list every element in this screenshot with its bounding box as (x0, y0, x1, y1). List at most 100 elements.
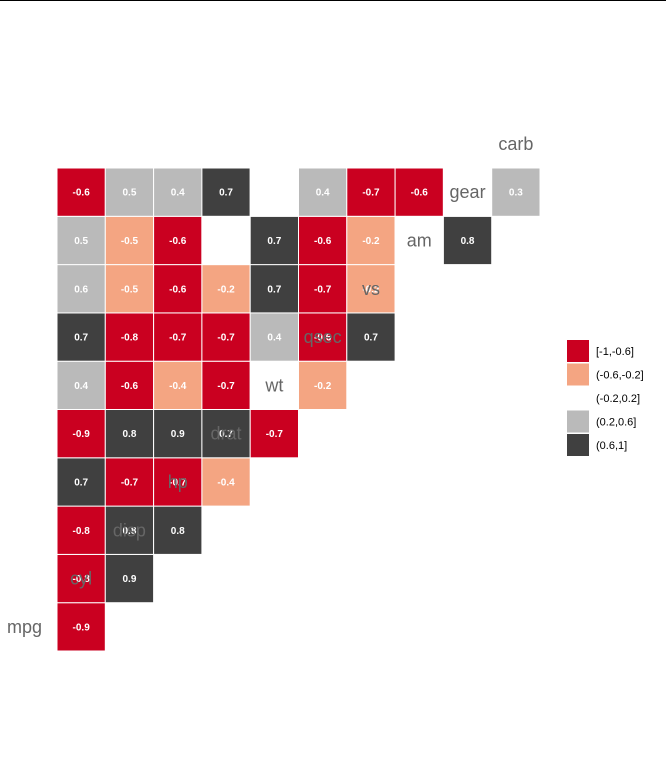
heatmap-cell-wt-cyl (104, 409, 155, 459)
cell-value-label: -0.9 (73, 622, 91, 633)
heatmap-cell-vs-wt (298, 312, 348, 362)
heatmap-cell-carb-cyl (104, 167, 155, 217)
heatmap-cell-am-vs (394, 264, 444, 314)
cell-value-label: 0.7 (219, 188, 233, 199)
cell-value-label: -0.4 (217, 477, 235, 488)
cell-value-label: -0.8 (73, 574, 91, 585)
heatmap-cell-cyl-mpg (56, 602, 106, 652)
legend-label: [-1,-0.6] (596, 346, 634, 358)
cell-value-label: -0.7 (169, 477, 187, 488)
cell-value-label: -0.2 (362, 236, 380, 247)
heatmap-cell-wt-disp (153, 409, 203, 459)
variable-label-disp: disp (113, 520, 146, 540)
heatmap-cell-disp-cyl (104, 553, 155, 604)
cell-value-label: 0.7 (74, 477, 88, 488)
cell-value-label: 0.4 (316, 188, 330, 199)
cell-value-label: -0.6 (411, 188, 429, 199)
variable-label-cyl: cyl (70, 569, 92, 589)
heatmap-cell-qsec-disp (153, 360, 203, 411)
cell-value-label: -0.6 (314, 333, 332, 344)
heatmap-cell-wt-mpg (56, 409, 106, 459)
variable-label-vs: vs (362, 279, 380, 299)
cell-value-label: -0.7 (217, 381, 235, 392)
cell-value-label: 0.4 (267, 333, 281, 344)
legend: [-1,-0.6] (-0.6,-0.2] (-0.2,0.2] (0.2,0.6] (… (567, 340, 644, 456)
heatmap-cell-am-hp (201, 264, 251, 314)
cell-value-label: -0.4 (169, 381, 187, 392)
heatmap-cell-carb-gear (491, 167, 541, 217)
heatmap-cell-carb-wt (298, 167, 348, 217)
heatmap-cell-wt-drat (249, 409, 299, 459)
heatmap-cell-vs-qsec (346, 312, 396, 362)
heatmap-cell-gear-am (442, 215, 493, 266)
legend-swatch (567, 363, 589, 386)
cell-value-label: -0.6 (121, 381, 139, 392)
heatmap-cells: -0.9 -0.8 0.9 -0.8 0.8 0.8 0.7 -0.7 -0.7 -0.4 -0.9… (56, 167, 541, 652)
top-border-line (0, 0, 666, 1)
heatmap-cell-am-drat (249, 264, 299, 314)
heatmap-cell-gear-cyl (104, 215, 155, 266)
heatmap-cell-carb-drat (249, 167, 299, 217)
variable-label-am: am (407, 230, 432, 250)
variable-label-hp: hp (168, 472, 188, 492)
heatmap-cell-gear-disp (153, 215, 203, 266)
heatmap-cell-am-disp (153, 264, 203, 314)
cell-value-label: 0.7 (364, 333, 378, 344)
heatmap-cell-disp-mpg (56, 553, 106, 604)
cell-value-label: -0.5 (121, 284, 139, 295)
legend-swatch (567, 340, 589, 362)
cell-value-label: 0.5 (122, 188, 136, 199)
cell-value-label: -0.8 (73, 526, 91, 537)
cell-value-label: -0.2 (362, 284, 380, 295)
cell-value-label: -0.5 (121, 236, 139, 247)
legend-swatch (567, 410, 589, 433)
heatmap-cell-drat-disp (153, 457, 203, 507)
cell-value-label: 0.8 (461, 236, 475, 247)
cell-value-label: -0.8 (121, 333, 139, 344)
cell-value-label: -0.7 (217, 333, 235, 344)
heatmap-cell-gear-qsec (346, 215, 396, 266)
heatmap-cell-carb-am (442, 167, 493, 217)
cell-value-label: 0.7 (267, 236, 281, 247)
heatmap-cell-am-qsec (346, 264, 396, 314)
cell-value-label: 0.8 (171, 526, 185, 537)
cell-value-label: -0.6 (73, 188, 91, 199)
legend-swatch (567, 434, 589, 456)
cell-value-label: -0.6 (169, 284, 187, 295)
cell-value-label: -0.7 (266, 429, 284, 440)
cell-value-label: -0.2 (314, 381, 332, 392)
legend-label: (0.6,1] (596, 440, 627, 452)
heatmap-cell-hp-disp (153, 505, 203, 555)
cell-value-label: -0.7 (169, 333, 187, 344)
cell-value-label: -0.6 (169, 236, 187, 247)
cell-value-label: 0.8 (122, 429, 136, 440)
cell-value-label: -0.7 (362, 188, 380, 199)
cell-value-label: 0.8 (122, 526, 136, 537)
cell-value-label: -0.2 (217, 284, 235, 295)
heatmap-cell-gear-mpg (56, 215, 106, 266)
variable-label-gear: gear (450, 182, 486, 202)
cell-value-label: -0.9 (73, 429, 91, 440)
variable-label-qsec: qsec (304, 327, 342, 347)
heatmap-cell-drat-hp (201, 457, 251, 507)
cell-value-label: 0.7 (74, 333, 88, 344)
heatmap-cell-carb-qsec (346, 167, 396, 217)
cell-value-label: 0.4 (171, 188, 185, 199)
variable-label-wt: wt (264, 375, 283, 395)
cell-value-label: 0.9 (171, 429, 185, 440)
cell-value-label: -0.7 (121, 477, 139, 488)
legend-label: (-0.2,0.2] (596, 393, 640, 405)
variable-label-carb: carb (498, 134, 533, 154)
heatmap-cell-gear-wt (298, 215, 348, 266)
cell-value-label: 0.9 (122, 574, 136, 585)
heatmap-cell-vs-disp (153, 312, 203, 362)
heatmap-cell-carb-mpg (56, 167, 106, 217)
heatmap-cell-gear-hp (201, 215, 251, 266)
legend-label: (0.2,0.6] (596, 417, 636, 429)
cell-value-label: -0.7 (314, 284, 332, 295)
legend-label: (-0.6,-0.2] (596, 370, 644, 382)
cell-value-label: 0.5 (74, 236, 88, 247)
variable-label-mpg: mpg (7, 617, 42, 637)
cell-value-label: 0.4 (74, 381, 88, 392)
cell-value-label: 0.6 (74, 284, 88, 295)
